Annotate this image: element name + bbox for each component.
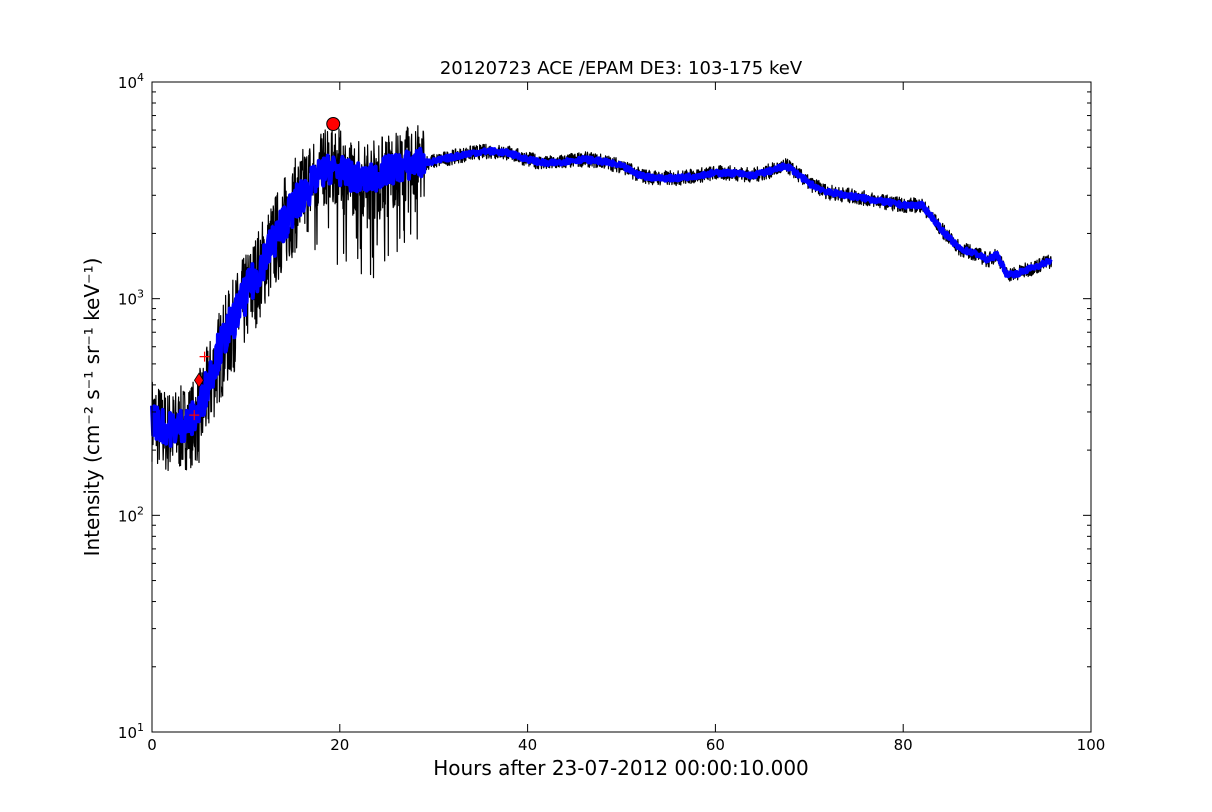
x-tick-label: 20 bbox=[330, 736, 349, 754]
y-tick-label: 103 bbox=[118, 288, 144, 309]
marker-diamond-2 bbox=[193, 372, 204, 389]
y-tick-label: 102 bbox=[118, 504, 144, 525]
y-tick-label: 101 bbox=[118, 721, 144, 742]
marker-layer bbox=[189, 116, 341, 421]
y-tick-label: 104 bbox=[118, 71, 144, 92]
series-line-2 bbox=[150, 146, 1053, 448]
x-tick-label: 40 bbox=[518, 736, 537, 754]
tick-layer: 0 20 40 60 80 100 101 102 103 104 bbox=[118, 71, 1105, 754]
y-axis-label: Intensity (cm⁻² s⁻¹ sr⁻¹ keV⁻¹) bbox=[80, 258, 104, 557]
marker-plus-3 bbox=[199, 351, 210, 362]
x-tick-label: 0 bbox=[147, 736, 157, 754]
x-tick-label: 80 bbox=[894, 736, 913, 754]
x-tick-label: 60 bbox=[706, 736, 725, 754]
marker-plus-4 bbox=[189, 410, 200, 421]
x-axis-label: Hours after 23-07-2012 00:00:10.000 bbox=[433, 756, 809, 780]
series-layer bbox=[150, 125, 1053, 472]
chart-title: 20120723 ACE /EPAM DE3: 103-175 keV bbox=[440, 58, 803, 79]
marker-circle-1 bbox=[326, 116, 341, 131]
plot-frame bbox=[151, 81, 1092, 733]
x-tick-label: 100 bbox=[1077, 736, 1106, 754]
